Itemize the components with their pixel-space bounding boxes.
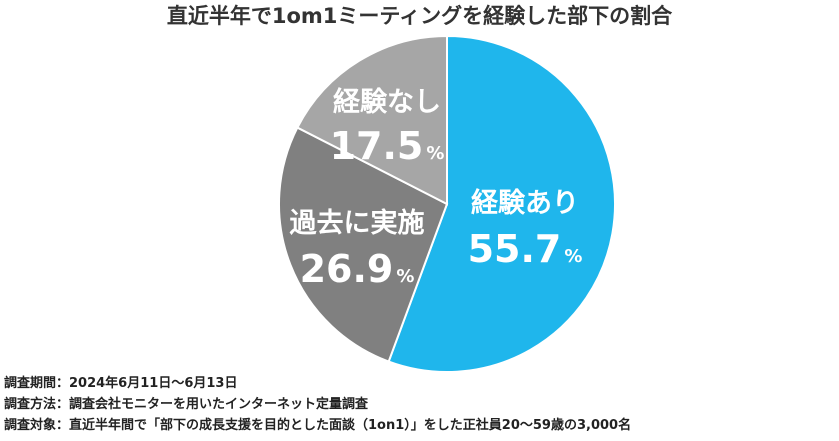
pie-slice-2 [278,126,449,363]
note-survey-method: 調査方法：調査会社モニターを用いたインターネット定量調査 [4,397,369,412]
chart-title: 直近半年で1om1ミーティングを経験した部下の割合 [166,4,673,28]
slice-label-2: 過去に実施 [290,207,425,239]
slice-label-3: 経験なし [333,86,441,118]
survey-notes: 調査期間：2024年6月11日〜6月13日 調査方法：調査会社モニターを用いたイ… [4,373,631,436]
pie-slice-1 [387,34,616,373]
note-survey-target: 調査対象：直近半年間で「部下の成長支援を目的とした面談（1on1）」をした正社員… [4,418,632,433]
note-survey-period: 調査期間：2024年6月11日〜6月13日 [4,376,238,391]
slice-label-1: 経験あり [471,187,579,219]
pie-slice-3 [296,34,448,206]
